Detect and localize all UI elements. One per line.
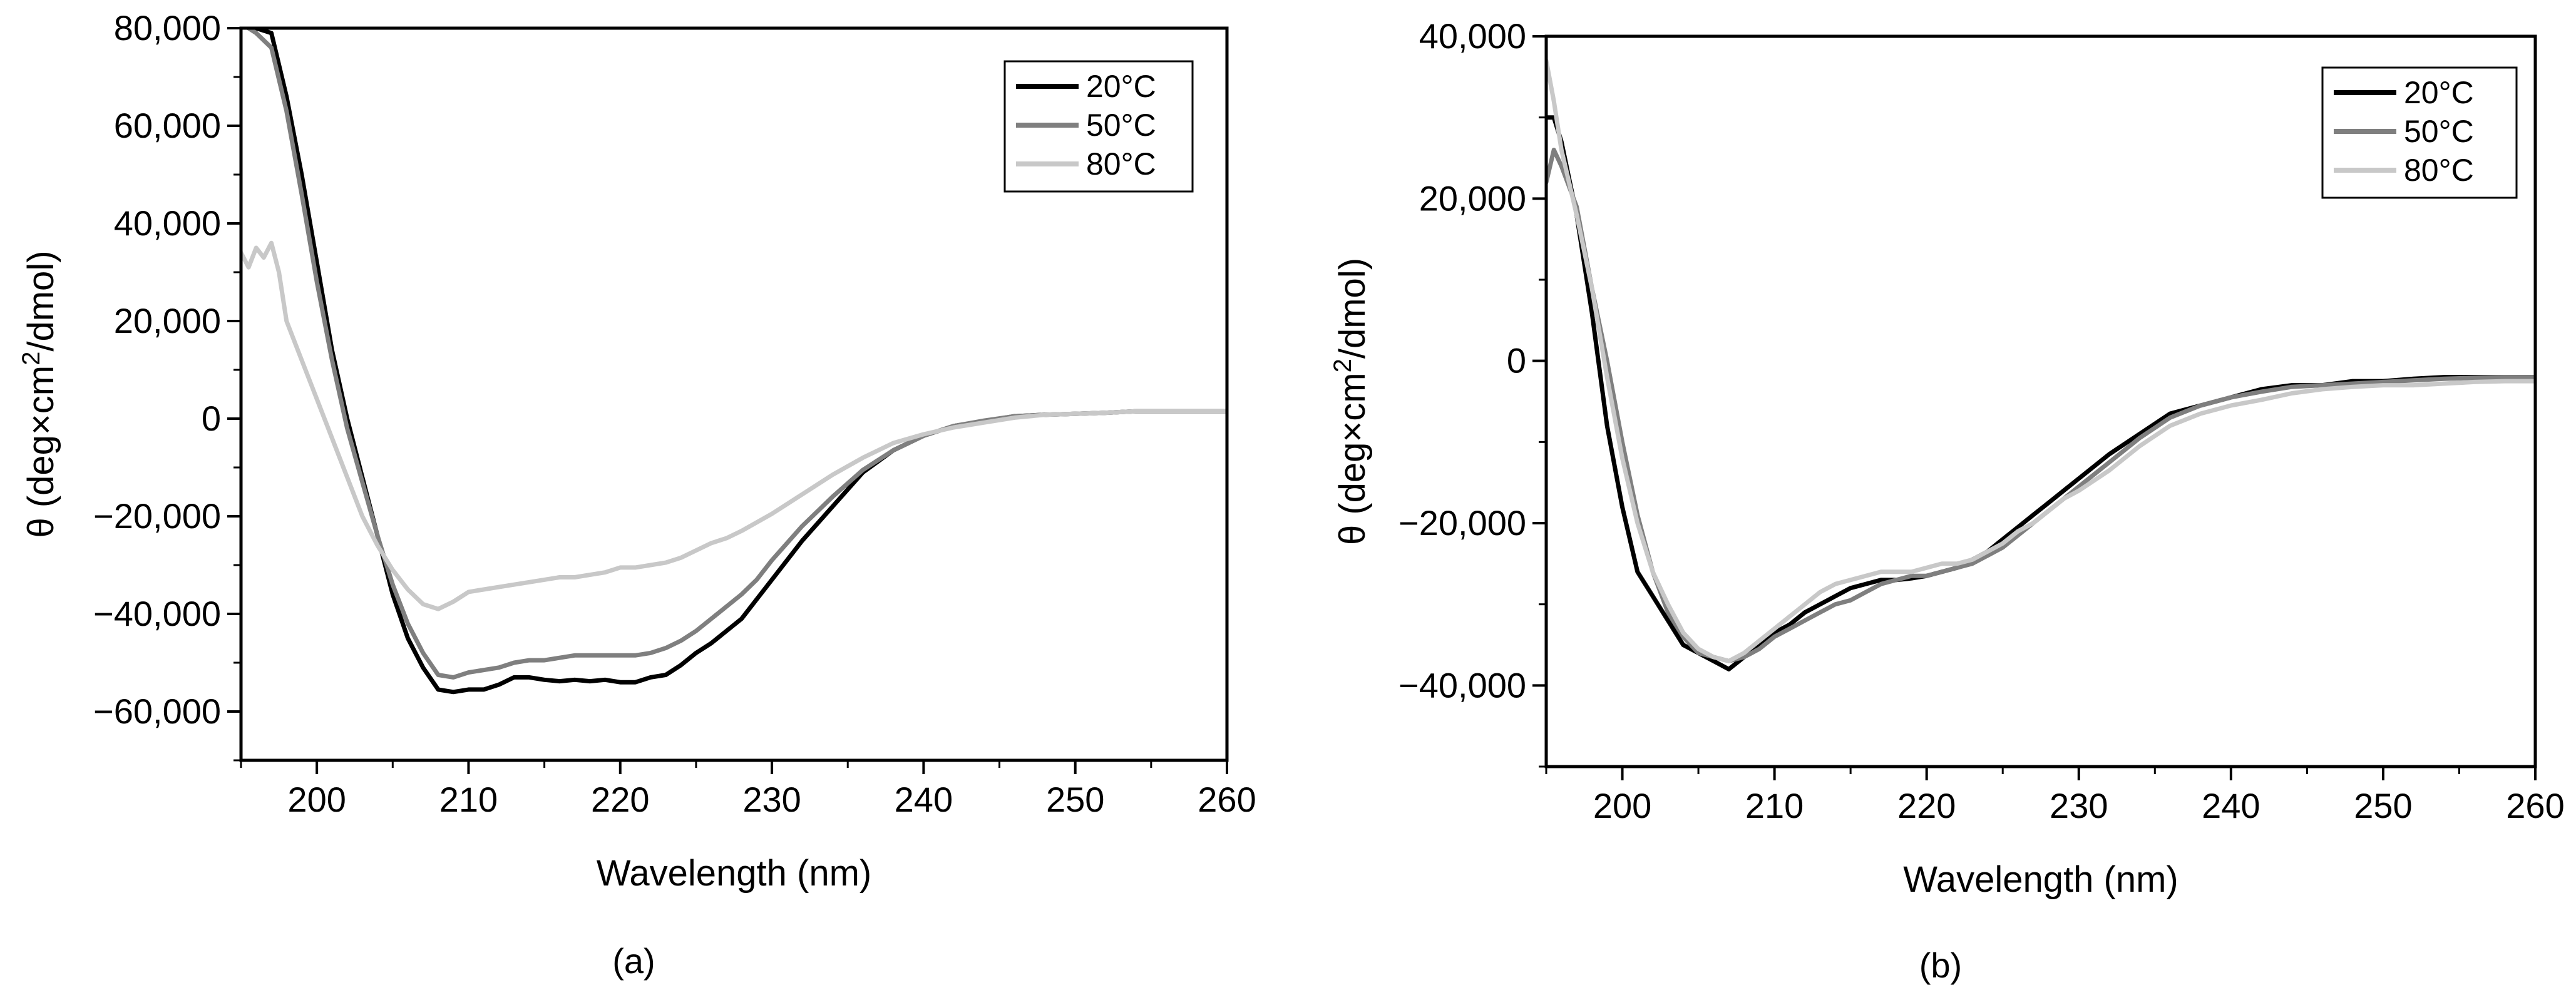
y-tick-label: −60,000: [93, 691, 221, 731]
series-line-3: [1546, 58, 2535, 663]
x-tick-label: 230: [742, 780, 801, 819]
y-axis-title-main: θ (deg×cm: [1332, 372, 1373, 545]
chart-panel-b: 200 210 220 230 240 250 260 40,000 20,000 0 −20,00…: [1329, 16, 2565, 985]
x-axis-title: Wavelength (nm): [1903, 859, 2178, 900]
x-tick-label: 250: [2354, 786, 2412, 825]
y-axis-title-tail: /dmol): [1332, 258, 1373, 359]
series-line-3: [241, 240, 1227, 611]
panel-label: (b): [1919, 946, 1962, 985]
x-axis-title: Wavelength (nm): [597, 853, 871, 894]
legend-label: 20°C: [1086, 69, 1156, 104]
y-axis-title-superscript: 2: [1329, 359, 1357, 372]
y-tick-label: 80,000: [114, 8, 221, 48]
y-axis-title: θ (deg×cm2/dmol): [1329, 258, 1373, 545]
x-tick-label: 260: [2506, 786, 2564, 825]
series-line-1: [1546, 115, 2535, 671]
legend-label: 50°C: [1086, 108, 1156, 143]
y-tick-label: 20,000: [114, 301, 221, 340]
x-tick-label: 260: [1198, 780, 1256, 819]
x-tick-label: 210: [1745, 786, 1804, 825]
y-tick-label: −20,000: [93, 496, 221, 536]
y-axis-title-main: θ (deg×cm: [21, 365, 61, 538]
y-tick-label: 40,000: [114, 203, 221, 243]
x-tick-label: 240: [2202, 786, 2260, 825]
y-tick-label: 60,000: [114, 106, 221, 145]
y-axis-title-superscript: 2: [18, 352, 45, 365]
y-tick-label: −20,000: [1398, 503, 1526, 543]
x-tick-label: 220: [591, 780, 649, 819]
legend: 20°C 50°C 80°C: [2321, 66, 2518, 199]
plot-frame: [239, 26, 1229, 762]
y-tick-label: 40,000: [1419, 16, 1526, 56]
legend-label: 80°C: [2404, 153, 2474, 188]
y-tick-label: −40,000: [93, 594, 221, 633]
y-tick-label: 20,000: [1419, 178, 1526, 218]
legend-label: 20°C: [2404, 75, 2474, 110]
x-tick-label: 220: [1897, 786, 1956, 825]
x-tick-label: 240: [895, 780, 953, 819]
y-axis-title-tail: /dmol): [21, 250, 61, 351]
plot-frame: [1544, 34, 2537, 768]
y-axis-title: θ (deg×cm2/dmol): [18, 250, 61, 538]
chart-panel-a: 200 210 220 230 240 250 260 80,000 60,000 40,000 2…: [18, 8, 1256, 981]
x-tick-label: 230: [2050, 786, 2108, 825]
legend-label: 80°C: [1086, 146, 1156, 181]
series-lines: [241, 28, 1227, 695]
series-lines: [1546, 58, 2535, 671]
y-tick-label: 0: [202, 399, 221, 438]
x-tick-label: 210: [439, 780, 498, 819]
y-tick-label: 0: [1507, 341, 1526, 380]
legend: 20°C 50°C80°C: [1003, 60, 1194, 193]
panel-label: (a): [612, 941, 655, 981]
x-tick-label: 250: [1046, 780, 1104, 819]
y-tick-label: −40,000: [1398, 665, 1526, 705]
legend-label: 50°C: [2404, 114, 2474, 149]
x-tick-label: 200: [287, 780, 346, 819]
series-line-2: [1546, 148, 2535, 663]
x-tick-label: 200: [1593, 786, 1651, 825]
